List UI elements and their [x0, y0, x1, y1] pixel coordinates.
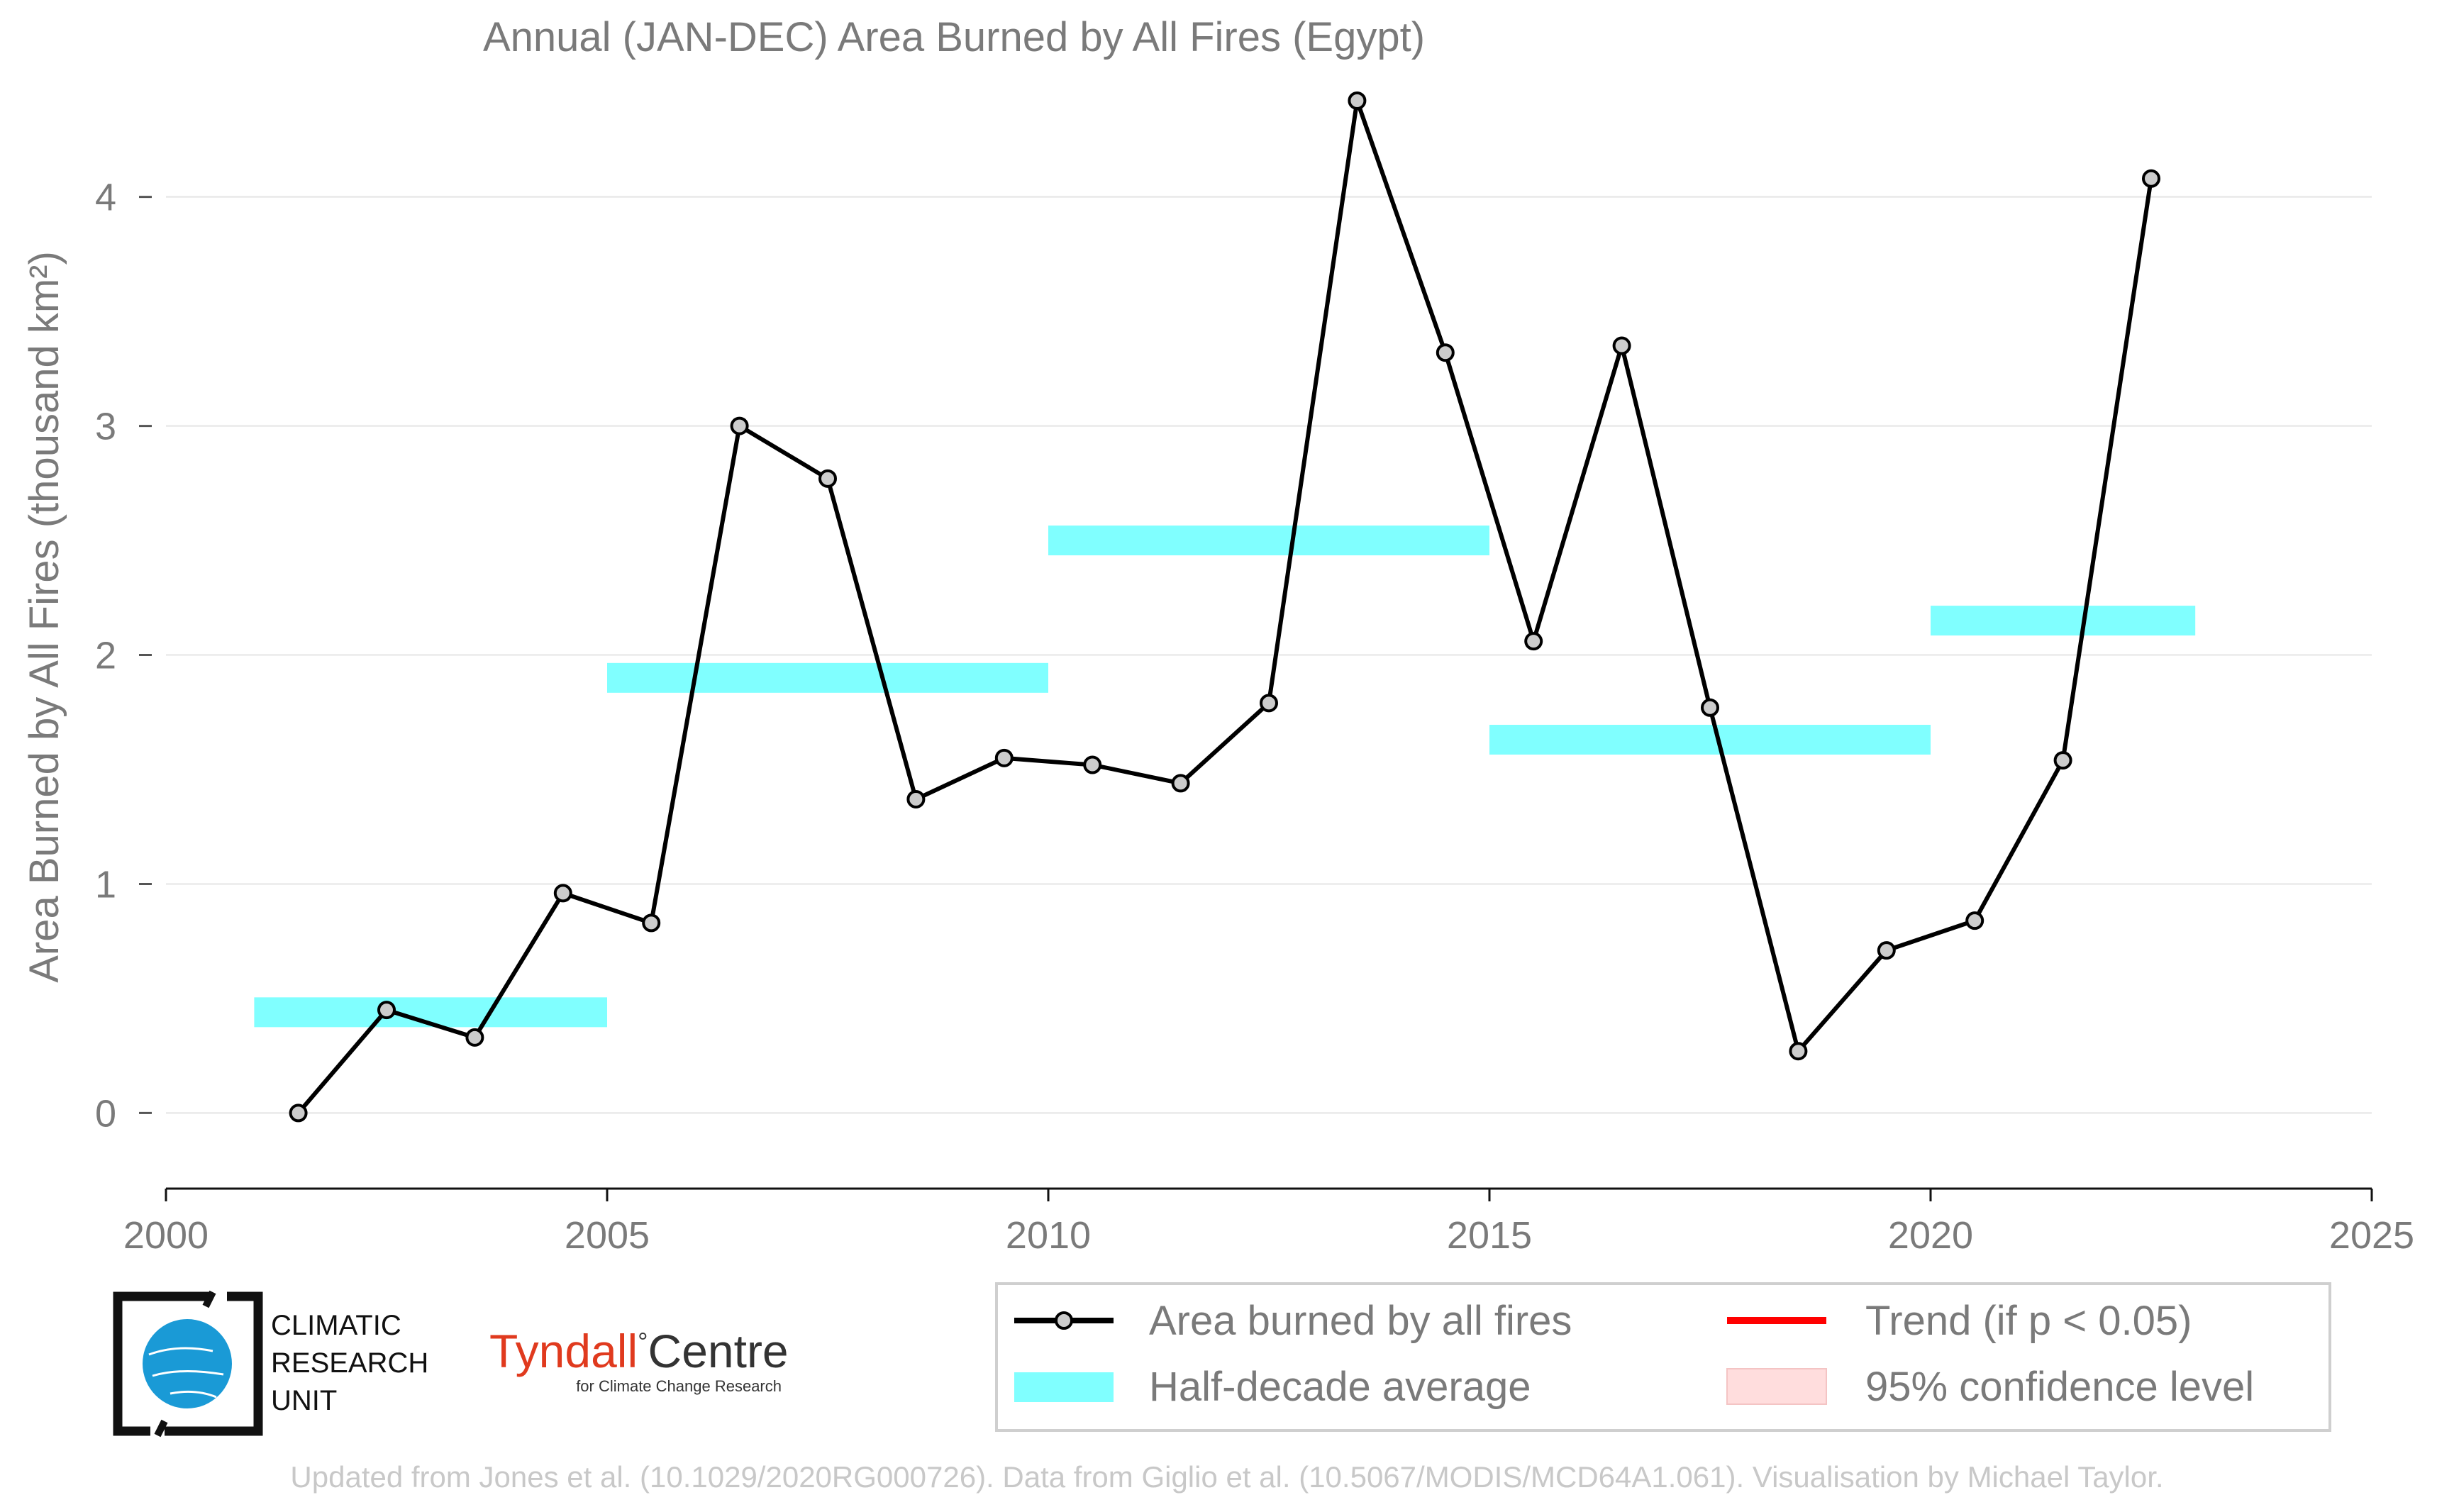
data-point: [1260, 694, 1278, 713]
legend-confidence-icon: [1726, 1368, 1827, 1405]
legend-band-icon: [1014, 1372, 1114, 1402]
legend-label-trend: Trend (if p < 0.05): [1865, 1298, 2192, 1344]
data-point: [465, 1028, 484, 1047]
half-decade-band: [1489, 725, 1931, 755]
footer-credits: Updated from Jones et al. (10.1029/2020R…: [290, 1460, 2163, 1494]
cru-line-2: RESEARCH: [271, 1347, 428, 1379]
x-tick-label: 2025: [2329, 1214, 2414, 1257]
tyndall-subtitle: for Climate Change Research: [576, 1377, 782, 1395]
data-point: [1348, 91, 1367, 110]
y-tick-label: 1: [95, 863, 116, 906]
y-tick-label: 4: [95, 177, 116, 219]
legend-box: [995, 1282, 2331, 1432]
data-point: [1789, 1042, 1808, 1061]
tyndall-logo: Tyndall°Centre for Climate Change Resear…: [489, 1325, 789, 1395]
x-tick-label: 2020: [1888, 1214, 1973, 1257]
legend: Area burned by all fires Trend (if p < 0…: [995, 1282, 2331, 1432]
tyndall-centre: Centre: [648, 1325, 789, 1377]
data-point: [289, 1104, 308, 1123]
tyndall-word: Tyndall: [489, 1325, 638, 1377]
data-point: [1877, 941, 1896, 960]
data-point: [1083, 755, 1102, 774]
cru-line-1: CLIMATIC: [271, 1310, 401, 1341]
x-tick-label: 2015: [1447, 1214, 1532, 1257]
x-tick-label: 2005: [565, 1214, 650, 1257]
data-point: [1524, 632, 1543, 651]
legend-label-confidence: 95% confidence level: [1865, 1364, 2254, 1410]
y-tick-label: 0: [95, 1092, 116, 1135]
y-tick-label: 2: [95, 635, 116, 677]
grid-lines: [166, 196, 2372, 1114]
svg-text:Tyndall°Centre: Tyndall°Centre: [489, 1325, 789, 1377]
data-point: [2142, 169, 2160, 188]
data-point: [642, 913, 661, 933]
data-point: [2053, 751, 2072, 770]
series-area-burned: [289, 91, 2160, 1123]
globe-icon: [143, 1319, 232, 1408]
half-decade-band: [1931, 606, 2196, 636]
cru-bracket-right: [165, 1291, 263, 1436]
x-tick-label: 2000: [123, 1214, 209, 1257]
half-decade-band: [607, 662, 1048, 693]
x-tick-label: 2010: [1006, 1214, 1091, 1257]
data-point: [730, 416, 749, 435]
cru-line-3: UNIT: [271, 1385, 337, 1416]
chart-title: Annual (JAN-DEC) Area Burned by All Fire…: [483, 14, 1425, 60]
data-point: [1436, 343, 1455, 362]
cru-logo: CLIMATIC RESEARCH UNIT: [113, 1290, 428, 1438]
data-point: [906, 789, 926, 808]
y-axis-label: Area Burned by All Fires (thousand km²): [21, 251, 67, 983]
tyndall-degree: °: [638, 1327, 648, 1356]
data-point: [994, 748, 1014, 767]
cru-bracket-left: [113, 1291, 211, 1436]
half-decade-band: [1048, 526, 1489, 556]
data-point: [377, 1001, 396, 1020]
data-point: [1701, 698, 1719, 717]
data-point: [818, 469, 837, 488]
data-point: [1171, 774, 1190, 793]
y-tick-label: 3: [95, 406, 116, 448]
half-decade-bands: [254, 526, 2196, 1028]
data-point: [1965, 911, 1984, 930]
series-line: [296, 99, 2153, 1115]
legend-marker-icon: [1055, 1311, 1073, 1330]
legend-label-area-burned: Area burned by all fires: [1149, 1298, 1572, 1344]
data-point: [1612, 336, 1631, 355]
axes: 0 1 2 3 4 2000 2005 2010 2015 2020 2025: [95, 177, 2414, 1257]
data-point: [553, 884, 572, 903]
legend-label-half-decade: Half-decade average: [1149, 1364, 1531, 1410]
